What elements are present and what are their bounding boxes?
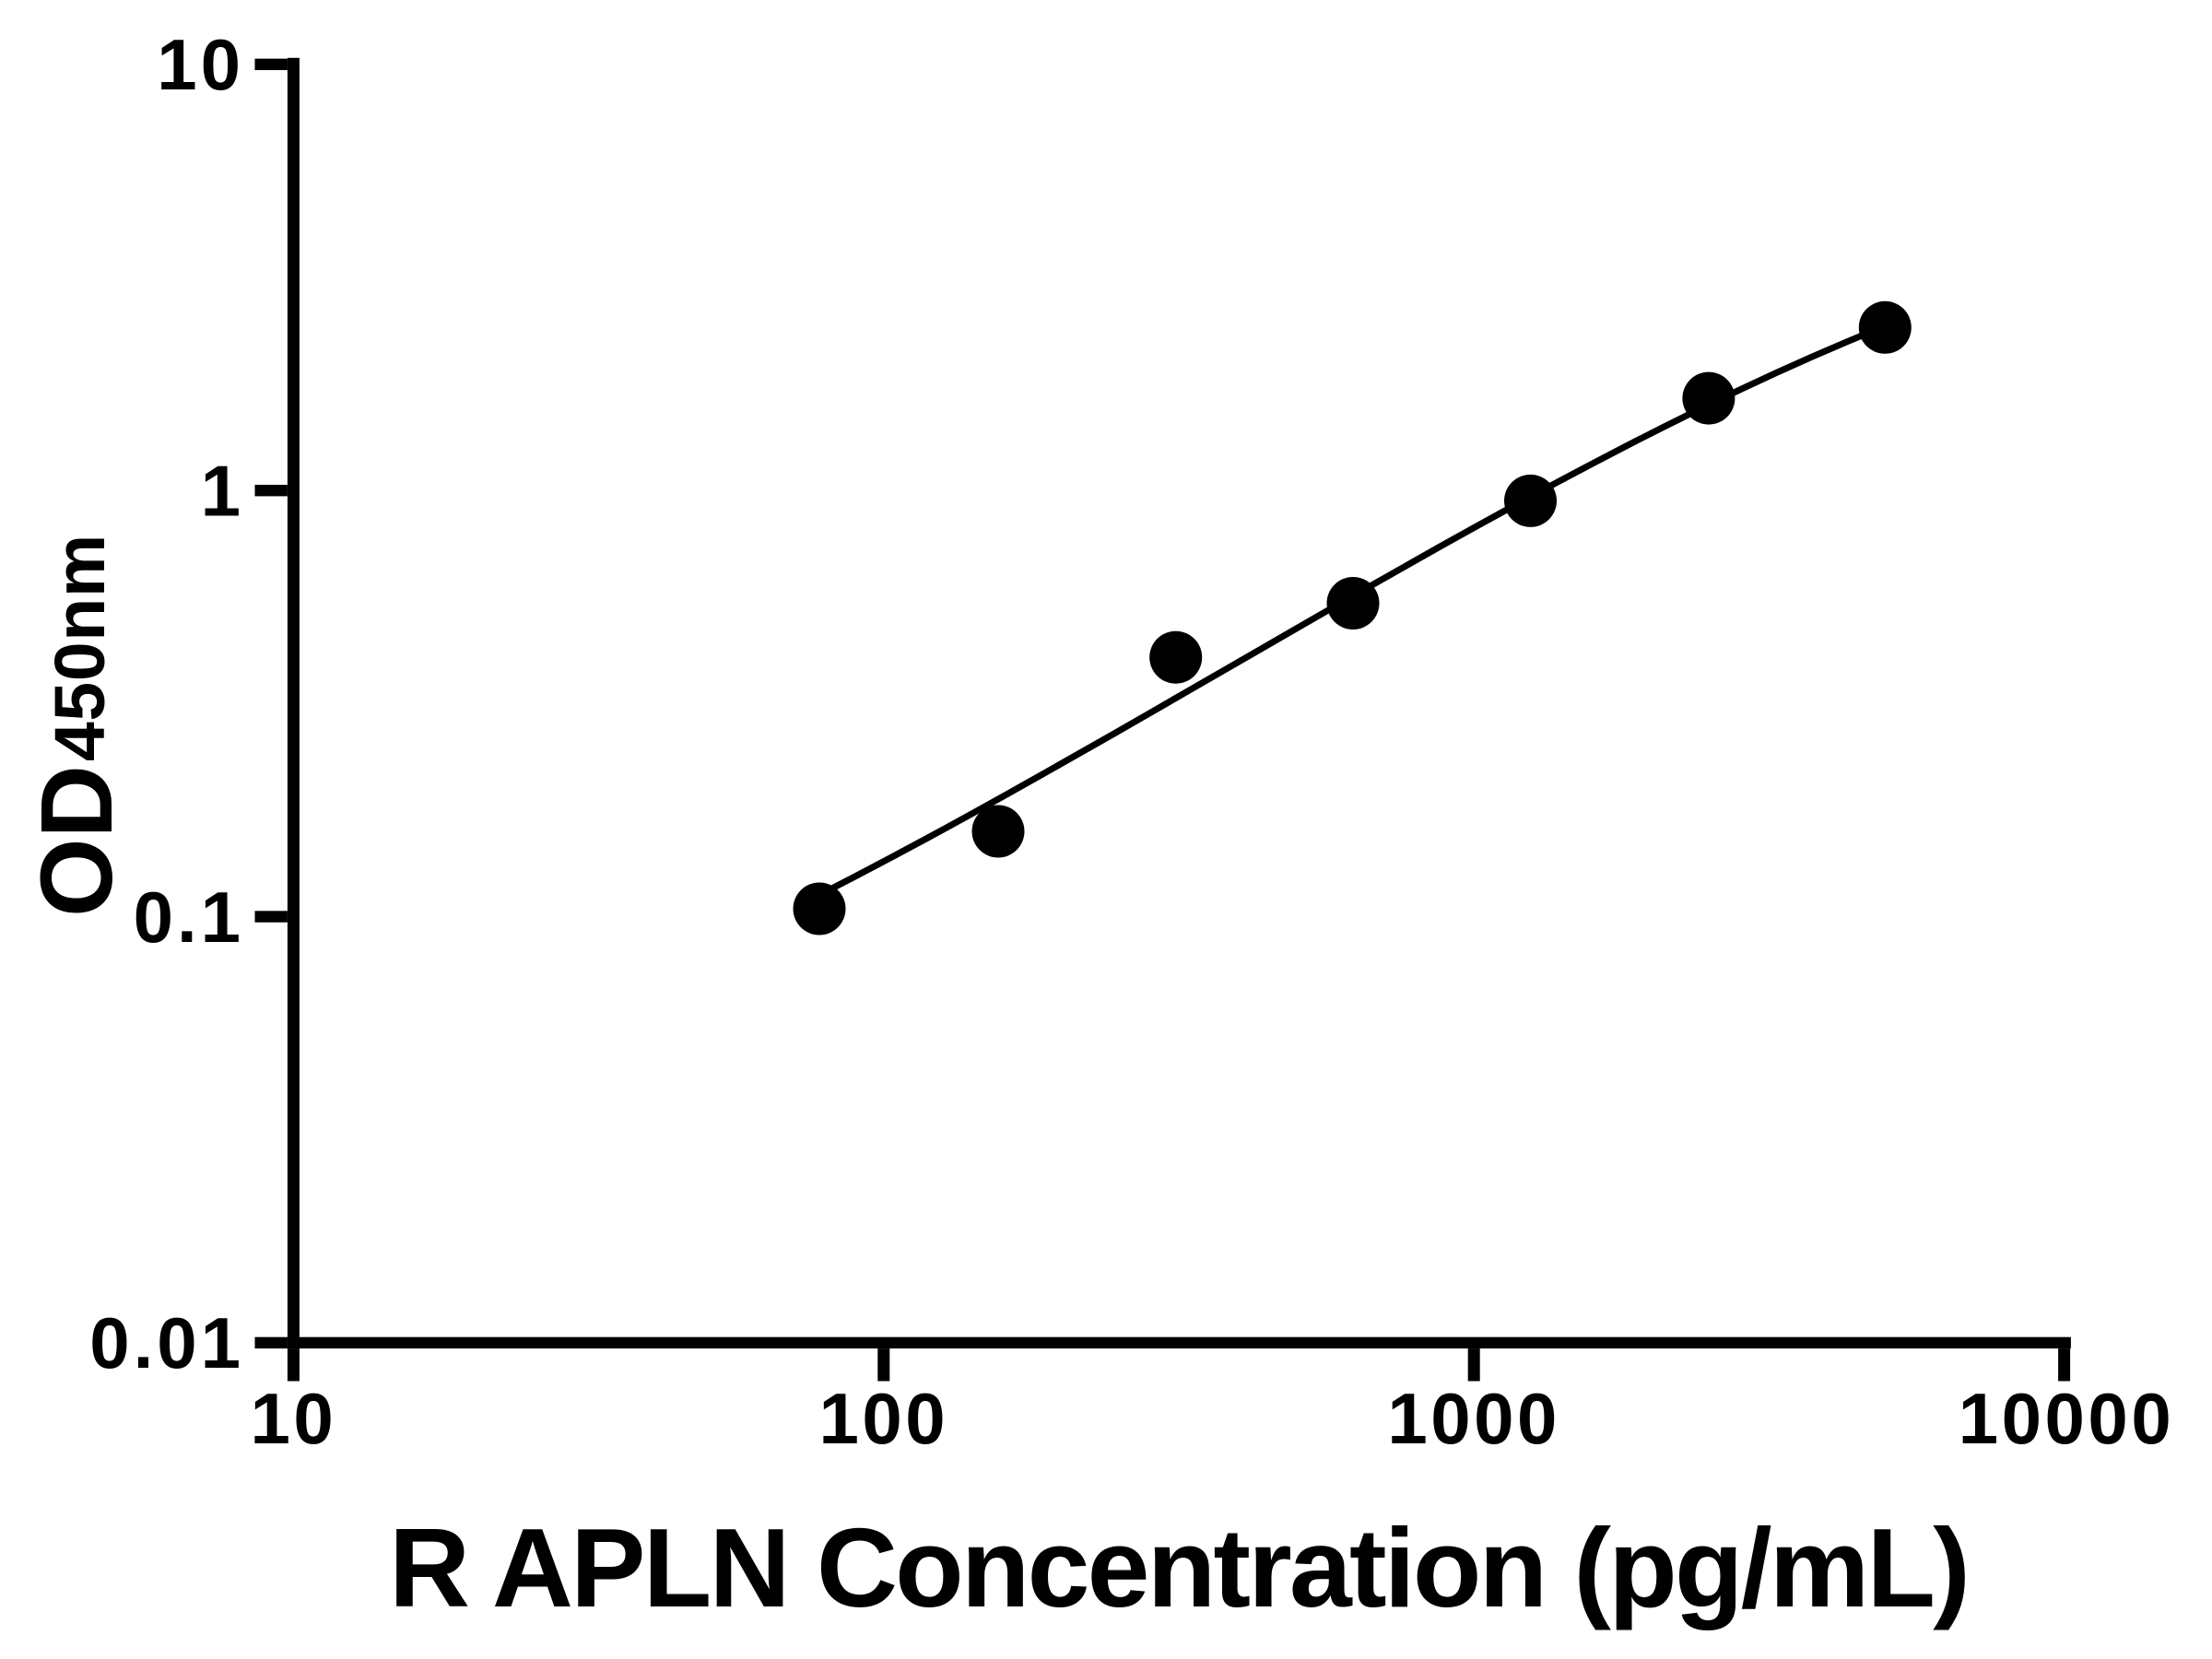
svg-text:10: 10 [157,24,244,105]
svg-text:1: 1 [201,451,244,532]
svg-text:10: 10 [251,1378,337,1459]
svg-text:10000: 10000 [1959,1378,2174,1459]
svg-text:0.01: 0.01 [89,1302,244,1383]
svg-text:1000: 1000 [1387,1378,1560,1459]
svg-text:OD: OD [20,765,134,917]
svg-text:100: 100 [818,1378,948,1459]
svg-text:R APLN Concentration (pg/mL): R APLN Concentration (pg/mL) [389,1505,1968,1630]
svg-text:0.1: 0.1 [134,877,244,958]
svg-text:450nm: 450nm [41,534,120,761]
